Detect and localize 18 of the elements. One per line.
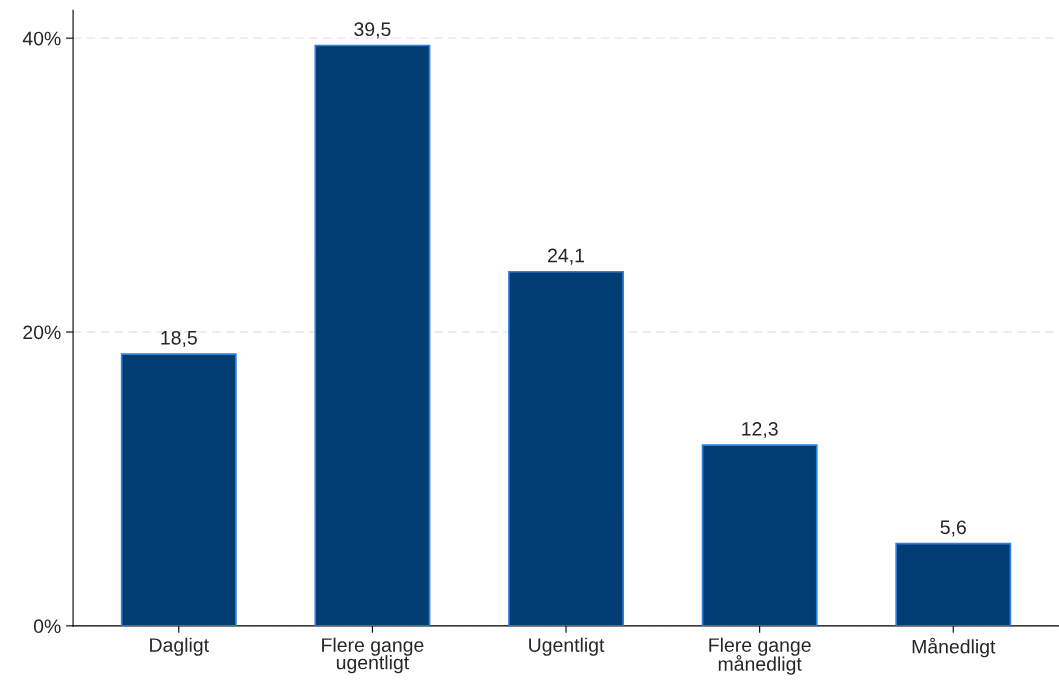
x-tick-label: Månedligt — [912, 637, 996, 658]
y-tick-label: 40% — [22, 31, 61, 46]
x-tick-label: Flere gange ugentligt — [322, 637, 424, 674]
x-tick-label: Dagligt — [150, 637, 209, 656]
bar — [508, 270, 624, 626]
y-tick-label: 20% — [23, 325, 61, 340]
bar — [895, 542, 1012, 626]
data-label: 24,1 — [548, 248, 585, 265]
y-tick-label: 0% — [33, 619, 61, 634]
bar — [314, 44, 431, 626]
data-label: 39,5 — [354, 22, 391, 39]
x-tick-label: Ugentligt — [529, 637, 605, 656]
bar — [120, 353, 237, 626]
bar — [701, 444, 818, 626]
data-label: 5,6 — [940, 520, 966, 537]
data-label: 12,3 — [742, 421, 778, 439]
x-tick-label: Flere gange månedligt — [709, 637, 811, 675]
data-label: 18,5 — [161, 330, 197, 347]
